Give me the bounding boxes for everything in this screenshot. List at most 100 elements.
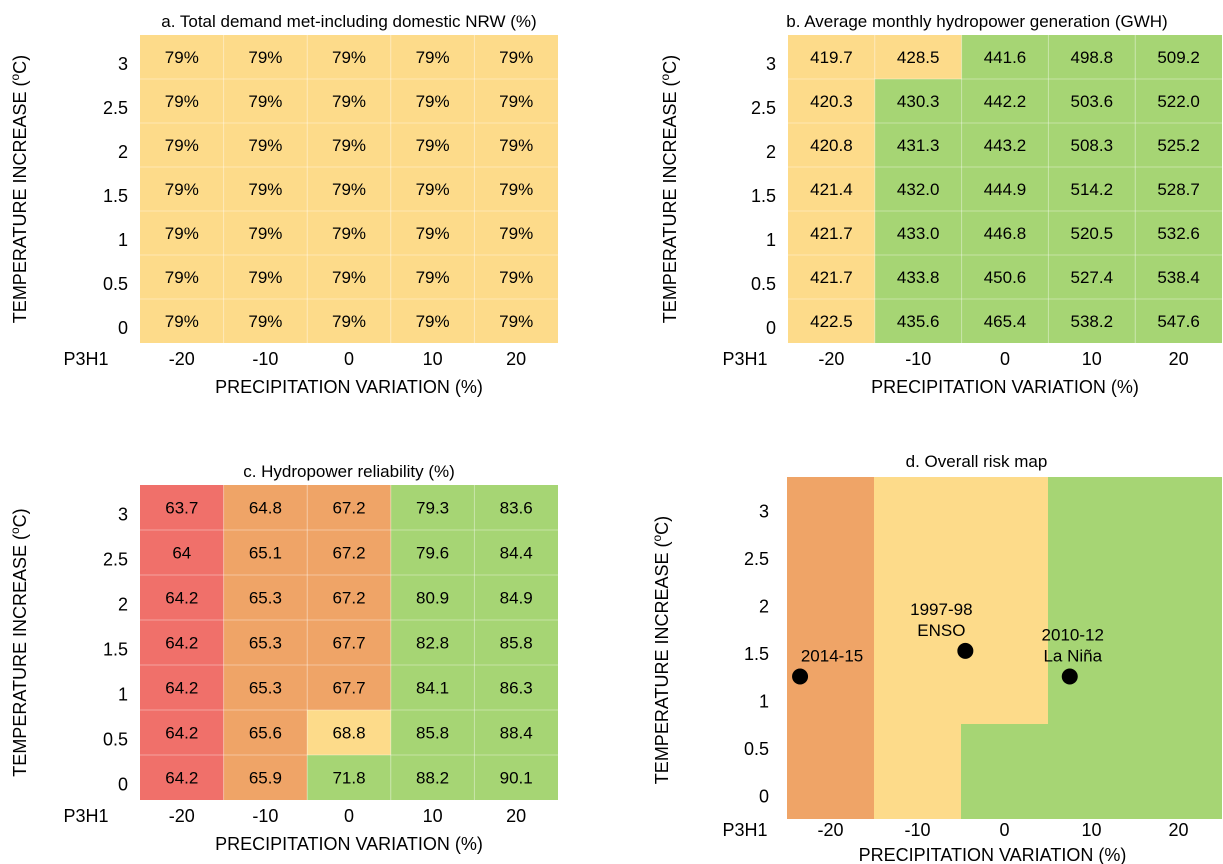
panel-a-cell — [307, 299, 391, 343]
panel-a-cell — [223, 79, 308, 123]
panel-a-cell — [307, 123, 391, 167]
panel-a-cell-value: 79% — [165, 136, 199, 155]
panel-d-point-label: 1997-98 — [910, 600, 972, 619]
panel-b-y-tick: 1.5 — [751, 186, 776, 206]
panel-c-cell-value: 88.4 — [500, 724, 533, 743]
panel-b-cell-value: 433.0 — [897, 224, 940, 243]
panel-b-cell-value: 498.8 — [1071, 48, 1114, 67]
panel-a-cell — [307, 211, 391, 255]
panel-c-cell — [223, 710, 308, 755]
panel-d-y-tick: 1 — [759, 691, 769, 711]
panel-b-cell — [1048, 299, 1136, 343]
panel-c-cell-value: 84.1 — [416, 679, 449, 698]
panel-a-cell — [140, 167, 224, 211]
panel-a-y-tick: 2 — [118, 142, 128, 162]
panel-b-y-tick: 2.5 — [751, 98, 776, 118]
panel-b-cell-value: 432.0 — [897, 180, 940, 199]
panel-c-x-tick: 20 — [506, 806, 526, 826]
panel-c-cell-value: 83.6 — [500, 499, 533, 518]
panel-a-cell — [390, 167, 475, 211]
panel-a-cell-value: 79% — [416, 48, 450, 67]
panel-c-x-tick: -10 — [252, 806, 278, 826]
panel-a-x-tick: -10 — [252, 349, 278, 369]
panel-c-cell — [390, 620, 475, 665]
panel-d-x-tick: 10 — [1081, 820, 1101, 840]
panel-b-cell-value: 443.2 — [984, 136, 1027, 155]
panel-d-y-tick: 0.5 — [744, 739, 769, 759]
panel-c-y-tick: 1 — [118, 685, 128, 705]
panel-c-title: c. Hydropower reliability (%) — [243, 462, 455, 481]
panel-a-cell-value: 79% — [248, 92, 282, 111]
panel-c-cell — [307, 665, 391, 710]
panel-c-cell — [307, 485, 391, 530]
panel-b-cell — [961, 35, 1049, 79]
panel-b-cell — [1135, 79, 1222, 123]
panel-c-cell — [223, 530, 308, 575]
panel-a-cell — [140, 211, 224, 255]
panel-a-cell — [140, 123, 224, 167]
panel-a-cell — [474, 167, 558, 211]
panel-c-cell — [307, 620, 391, 665]
panel-b-cell — [788, 167, 875, 211]
panel-d-y-tick: 1.5 — [744, 644, 769, 664]
panel-a-cell-value: 79% — [165, 224, 199, 243]
panel-d-y-tick: 0 — [759, 786, 769, 806]
panel-c-cell — [390, 575, 475, 620]
panel-d-point-label: 2014-15 — [801, 647, 863, 666]
panel-b-y-tick: 3 — [766, 54, 776, 74]
panel-a-cell — [390, 299, 475, 343]
panel-c-cell-value: 85.8 — [416, 724, 449, 743]
panel-a-corner-label: P3H1 — [63, 349, 108, 369]
panel-a-cell — [223, 35, 308, 79]
panel-b-cell — [874, 299, 962, 343]
panel-a-cell-value: 79% — [165, 48, 199, 67]
panel-d-title: d. Overall risk map — [906, 452, 1048, 471]
panel-b-cell — [1048, 167, 1136, 211]
panel-c-cell-value: 84.4 — [500, 544, 533, 563]
panel-c-cell-value: 65.6 — [249, 724, 282, 743]
panel-a-cell — [223, 211, 308, 255]
panel-a-cell — [474, 211, 558, 255]
panel-b-cell-value: 430.3 — [897, 92, 940, 111]
panel-c-corner-label: P3H1 — [63, 806, 108, 826]
panel-c-cell-value: 64.2 — [165, 724, 198, 743]
panel-a-cell — [307, 167, 391, 211]
panel-d-region — [874, 477, 1048, 724]
panel-c-y-tick: 0.5 — [103, 730, 128, 750]
panel-b-cell — [788, 79, 875, 123]
panel-a-cell — [390, 35, 475, 79]
panel-c-x-axis-label: PRECIPITATION VARIATION (%) — [215, 834, 483, 854]
panel-b-cell-value: 433.8 — [897, 268, 940, 287]
panel-b-x-tick: 10 — [1082, 349, 1102, 369]
panel-b-cell-value: 446.8 — [984, 224, 1027, 243]
panel-c-cell — [307, 755, 391, 800]
panel-b-x-tick: 0 — [1000, 349, 1010, 369]
panel-a-cell-value: 79% — [499, 48, 533, 67]
panel-c-cell — [390, 755, 475, 800]
panel-a-cell — [390, 79, 475, 123]
panel-a-cell-value: 79% — [499, 92, 533, 111]
panel-b-cell-value: 508.3 — [1071, 136, 1114, 155]
panel-a-cell — [307, 35, 391, 79]
panel-c-cell-value: 80.9 — [416, 589, 449, 608]
panel-c-cell-value: 63.7 — [165, 499, 198, 518]
panel-c-y-tick: 1.5 — [103, 640, 128, 660]
panel-d-y-tick: 3 — [759, 501, 769, 521]
panel-d-x-tick: -10 — [904, 820, 930, 840]
panel-a-cell-value: 79% — [416, 180, 450, 199]
panel-c-cell — [140, 710, 224, 755]
panel-b-y-axis-label: TEMPERATURE INCREASE (oC) — [658, 55, 680, 323]
panel-a-cell — [307, 79, 391, 123]
panel-a-cell — [140, 255, 224, 299]
panel-c-cell-value: 85.8 — [500, 634, 533, 653]
panel-c-cell — [307, 710, 391, 755]
panel-b-cell-value: 465.4 — [984, 312, 1027, 331]
panel-a-x-tick: 0 — [344, 349, 354, 369]
panel-b-cell-value: 419.7 — [810, 48, 853, 67]
panel-c-cell-value: 65.9 — [249, 769, 282, 788]
panel-a-x-tick: -20 — [169, 349, 195, 369]
panel-c-cell-value: 67.7 — [332, 679, 365, 698]
panel-d-x-tick: -20 — [817, 820, 843, 840]
panel-c-cell-value: 64.2 — [165, 634, 198, 653]
panel-c-cell — [474, 530, 558, 575]
